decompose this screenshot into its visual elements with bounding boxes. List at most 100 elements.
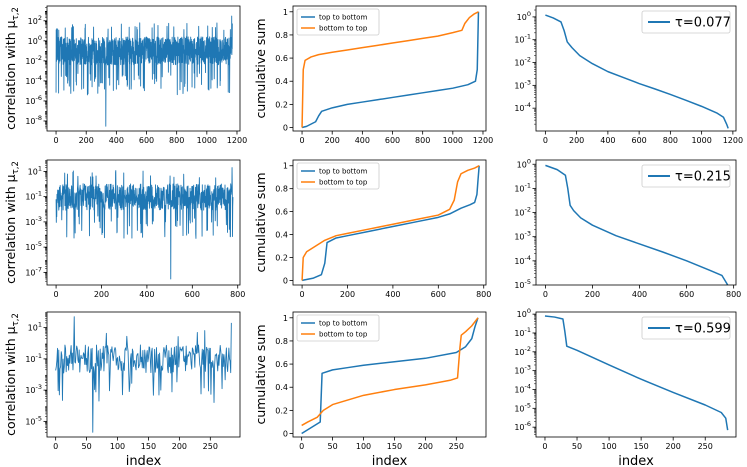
y-tick-label: 100 [28, 34, 42, 46]
x-tick-label: 250 [698, 442, 713, 451]
plot-area [301, 11, 480, 129]
y-tick-label: 10-3 [514, 78, 531, 90]
x-tick-label: 800 [726, 290, 741, 299]
series-line-0 [55, 316, 232, 433]
series-line-0 [301, 11, 480, 129]
y-tick-label: 10-3 [25, 215, 42, 227]
y-tick-label: 0.2 [275, 100, 288, 109]
legend-label: τ=0.077 [675, 16, 731, 31]
y-tick-label: 0.2 [275, 253, 288, 262]
y-tick-label: 10-5 [514, 401, 531, 413]
x-tick-label: 400 [355, 136, 370, 145]
series-line-0 [545, 164, 729, 285]
x-tick-label: 800 [415, 136, 430, 145]
x-tick-label: 600 [385, 136, 400, 145]
y-tick-label: 10-5 [514, 278, 531, 290]
y-tick-label: 101 [28, 321, 42, 333]
x-tick-label: 1200 [473, 136, 493, 145]
y-tick-label: 10-4 [514, 254, 531, 266]
y-tick-label: 10-3 [514, 230, 531, 242]
y-tick-label: 10-2 [514, 206, 531, 218]
panel-r1-c2: 0 200 400 600 800 10-5 10-4 10-3 10-2 10-1 100 τ=0.… [514, 157, 741, 299]
series-line-0 [55, 15, 233, 127]
x-tick-label: 0 [53, 442, 58, 451]
x-tick-label: 1000 [197, 136, 217, 145]
y-tick-label: 10-1 [514, 326, 531, 338]
x-tick-label: 400 [139, 290, 154, 299]
axes-frame [46, 159, 241, 286]
y-tick-label: 10-6 [514, 420, 531, 432]
legend-label: top to bottom [319, 14, 367, 22]
x-axis-label: index [618, 454, 654, 467]
y-tick-label: 100 [517, 10, 531, 22]
x-axis-label: index [372, 454, 408, 467]
series-line-0 [544, 315, 729, 431]
plot-area [55, 15, 233, 127]
plot-area [545, 164, 729, 285]
x-tick-label: 400 [385, 290, 400, 299]
y-tick-label: 10-1 [25, 190, 42, 202]
y-tick-label: 10-5 [25, 414, 42, 426]
x-tick-label: 600 [679, 290, 694, 299]
legend-label: τ=0.215 [675, 170, 731, 185]
panel-r1-c0: 0 200 400 600 800 10-7 10-5 10-3 10-1 101 correlat… [3, 159, 245, 299]
legend-label: top to bottom [319, 168, 367, 176]
y-axis-label: correlation with μτ,2 [3, 7, 21, 130]
series-line-1 [301, 165, 480, 281]
y-tick-label: 10-7 [25, 265, 42, 277]
y-tick-label: 10-8 [25, 114, 42, 126]
x-tick-label: 0 [299, 442, 304, 451]
axes-frame [46, 311, 241, 438]
x-tick-label: 250 [449, 442, 464, 451]
y-tick-label: 0.6 [275, 208, 288, 217]
x-tick-label: 150 [387, 442, 402, 451]
panel-r1-c1: 0 200 400 600 800 0 0.2 0.4 0.6 0.8 1 top to bottom… [253, 159, 491, 299]
axes-frame [535, 159, 737, 286]
y-tick-label: 0.6 [275, 54, 288, 63]
y-tick-label: 100 [517, 157, 531, 169]
x-tick-label: 0 [543, 290, 548, 299]
y-tick-label: 0.8 [275, 31, 288, 40]
x-tick-label: 250 [203, 442, 218, 451]
y-tick-label: 10-4 [25, 74, 42, 86]
legend-box [296, 8, 380, 36]
x-tick-label: 200 [585, 290, 600, 299]
x-tick-label: 600 [185, 290, 200, 299]
y-tick-label: 10-5 [25, 240, 42, 252]
y-tick-label: 10-6 [25, 94, 42, 106]
legend-label: bottom to top [319, 179, 368, 187]
x-axis-label: index [126, 454, 162, 467]
legend-label: top to bottom [319, 320, 367, 328]
y-tick-label: 102 [28, 14, 42, 26]
panel-r0-c0: 0 200 400 600 800 1000 1200 10-8 10-6 10-4 10-2 100… [3, 5, 247, 145]
plot-area [301, 317, 479, 435]
series-line-0 [545, 14, 729, 129]
y-tick-label: 0 [283, 276, 288, 285]
y-tick-label: 0.6 [275, 360, 288, 369]
x-tick-label: 800 [230, 290, 245, 299]
y-tick-label: 10-1 [514, 33, 531, 45]
legend-label: bottom to top [319, 25, 368, 33]
x-tick-label: 200 [325, 136, 340, 145]
legend-label: bottom to top [319, 331, 368, 339]
x-tick-label: 0 [543, 136, 548, 145]
x-tick-label: 200 [172, 442, 187, 451]
series-line-1 [301, 317, 479, 427]
x-tick-label: 400 [632, 290, 647, 299]
x-tick-label: 200 [666, 442, 681, 451]
y-tick-label: 1 [283, 162, 288, 171]
y-tick-label: 0.4 [275, 231, 288, 240]
x-tick-label: 600 [431, 290, 446, 299]
axes-frame [535, 311, 737, 438]
plot-area [301, 165, 480, 282]
legend-box [641, 316, 731, 340]
axes-frame [535, 5, 737, 132]
y-tick-label: 0.2 [275, 406, 288, 415]
axes-frame [292, 159, 487, 286]
panel-r0-c2: 0 200 400 600 800 1000 1200 10-4 10-3 10-2 10-1 100… [514, 5, 743, 145]
axes-frame [46, 5, 241, 132]
x-tick-label: 200 [94, 290, 109, 299]
legend-box [641, 164, 731, 188]
y-tick-label: 0.8 [275, 337, 288, 346]
